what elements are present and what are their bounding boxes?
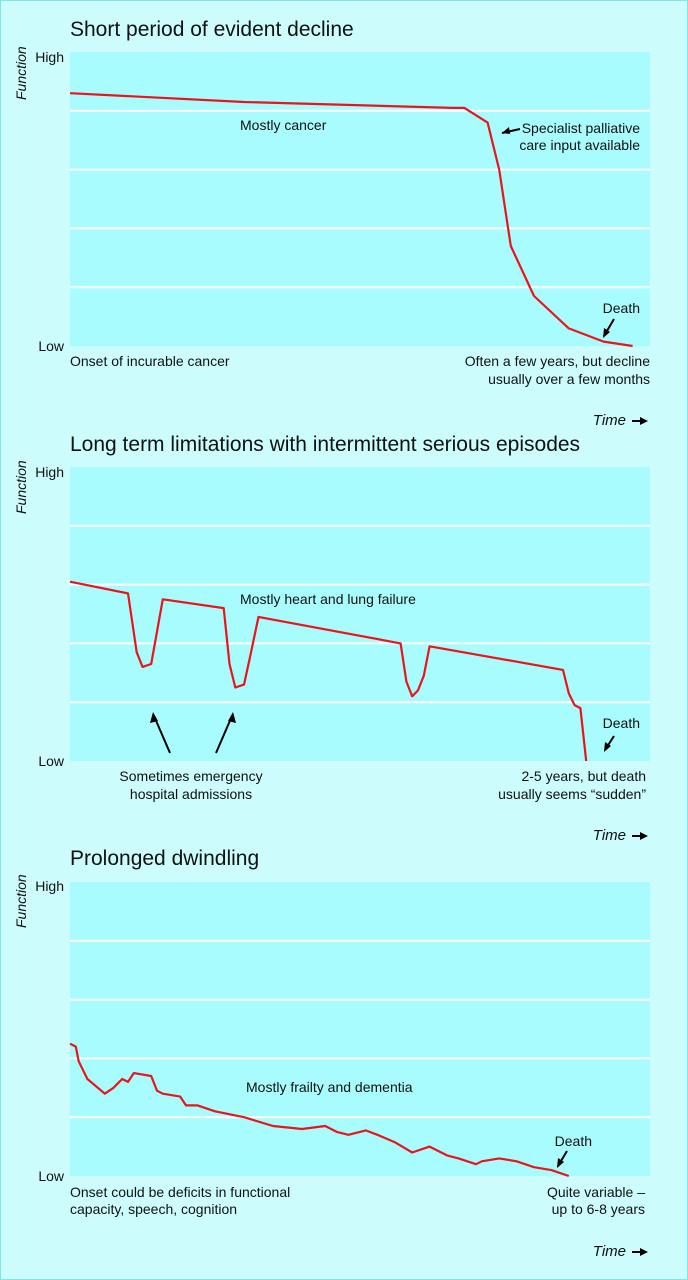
panel-2-duration-2: usually seems “sudden” xyxy=(498,786,646,802)
panel-2-admission-arrow-2 xyxy=(215,715,233,754)
panel-frailty: Prolonged dwindling Function High Low Mo… xyxy=(13,847,650,1260)
panel-3-duration-2: up to 6-8 years xyxy=(552,1201,645,1217)
panel-2-admission-arrowhead-2 xyxy=(228,712,236,723)
panel-1-death-arrowhead xyxy=(603,328,610,338)
panel-1-y-low: Low xyxy=(38,338,65,354)
panel-2-x-axis-label: Time xyxy=(593,827,626,844)
panel-2-y-axis-label: Function xyxy=(13,460,29,514)
panel-1-plot-area xyxy=(70,52,650,346)
panel-3-y-low: Low xyxy=(38,1168,65,1184)
panel-cancer: Short period of evident decline Function… xyxy=(13,18,650,429)
panel-3-death-label: Death xyxy=(555,1133,592,1149)
panel-2-admission-arrow-1 xyxy=(153,715,171,754)
panel-2-death-arrowhead xyxy=(604,742,611,752)
panel-3-death-arrowhead xyxy=(557,1158,564,1168)
panel-1-x-axis-label: Time xyxy=(593,412,626,429)
panel-3-y-high: High xyxy=(35,878,64,894)
panel-3-annotation-frailty: Mostly frailty and dementia xyxy=(246,1079,413,1095)
panel-1-time-arrowhead xyxy=(640,417,648,425)
panel-2-y-high: High xyxy=(35,464,64,480)
panel-2-annotation-heart-lung: Mostly heart and lung failure xyxy=(240,591,416,607)
panel-1-y-high: High xyxy=(35,49,64,65)
panel-1-duration-2: usually over a few months xyxy=(488,371,650,387)
panel-3-plot-area xyxy=(70,882,650,1176)
panel-2-admission-arrowhead-1 xyxy=(150,712,158,723)
panel-3-y-axis-label: Function xyxy=(13,874,29,928)
panel-2-time-arrowhead xyxy=(640,832,648,840)
panel-2-title: Long term limitations with intermittent … xyxy=(70,433,580,456)
panel-3-title: Prolonged dwindling xyxy=(70,847,259,870)
panel-1-palliative-arrowhead xyxy=(502,127,510,134)
panel-1-title: Short period of evident decline xyxy=(70,18,354,41)
panel-1-curve xyxy=(69,92,633,348)
panel-3-onset-2: capacity, speech, cognition xyxy=(70,1201,237,1217)
panel-1-annotation-palliative-1: Specialist palliative xyxy=(522,120,640,136)
panel-2-curve xyxy=(69,580,588,762)
panel-3-duration-1: Quite variable – xyxy=(547,1184,645,1200)
panel-organ-failure: Long term limitations with intermittent … xyxy=(13,433,650,844)
panel-1-death-label: Death xyxy=(603,300,640,316)
panel-2-y-low: Low xyxy=(38,753,65,769)
panel-2-death-label: Death xyxy=(603,715,640,731)
panel-2-plot-area xyxy=(70,467,650,761)
panel-1-onset-label: Onset of incurable cancer xyxy=(70,353,230,369)
panel-3-time-arrowhead xyxy=(640,1248,648,1256)
panel-3-onset-1: Onset could be deficits in functional xyxy=(70,1184,290,1200)
panel-2-admissions-2: hospital admissions xyxy=(130,786,252,802)
panel-2-duration-1: 2-5 years, but death xyxy=(521,768,646,784)
panel-1-duration-1: Often a few years, but decline xyxy=(465,353,650,369)
panel-1-annotation-cancer: Mostly cancer xyxy=(240,117,327,133)
panel-2-admissions-1: Sometimes emergency xyxy=(119,768,262,784)
panel-3-curve xyxy=(69,1042,570,1178)
panel-3-x-axis-label: Time xyxy=(593,1243,626,1260)
panel-1-y-axis-label: Function xyxy=(13,46,29,100)
panel-1-annotation-palliative-2: care input available xyxy=(519,137,640,153)
